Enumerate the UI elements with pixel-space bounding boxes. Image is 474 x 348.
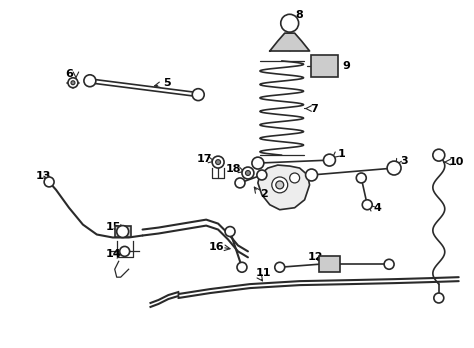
Polygon shape	[258, 165, 310, 210]
Circle shape	[306, 169, 318, 181]
Circle shape	[290, 173, 300, 183]
Bar	[115, 226, 131, 237]
Circle shape	[237, 262, 247, 272]
Text: 10: 10	[449, 157, 464, 167]
Text: 12: 12	[308, 252, 323, 262]
Text: 18: 18	[226, 164, 242, 174]
Circle shape	[242, 167, 254, 179]
Circle shape	[257, 170, 267, 180]
Polygon shape	[270, 33, 310, 51]
Text: 1: 1	[337, 149, 345, 159]
Text: 5: 5	[164, 78, 171, 88]
Text: 6: 6	[65, 69, 73, 79]
Circle shape	[71, 81, 75, 85]
Circle shape	[216, 160, 220, 165]
Bar	[319, 256, 340, 272]
Circle shape	[44, 177, 54, 187]
Text: 17: 17	[196, 154, 212, 164]
Circle shape	[434, 293, 444, 303]
Text: 14: 14	[106, 250, 121, 259]
Text: 16: 16	[209, 243, 225, 252]
Text: 3: 3	[400, 156, 408, 166]
Text: 4: 4	[373, 203, 381, 213]
Circle shape	[84, 75, 96, 87]
Circle shape	[276, 181, 284, 189]
Circle shape	[117, 226, 128, 237]
Text: 8: 8	[296, 10, 303, 20]
Circle shape	[68, 78, 78, 88]
Circle shape	[323, 154, 336, 166]
Circle shape	[235, 178, 245, 188]
Circle shape	[362, 200, 372, 210]
Text: 7: 7	[310, 103, 319, 113]
Circle shape	[356, 173, 366, 183]
Text: 2: 2	[260, 189, 268, 199]
Circle shape	[120, 246, 129, 256]
Circle shape	[225, 227, 235, 237]
Circle shape	[192, 89, 204, 101]
Circle shape	[275, 262, 285, 272]
Circle shape	[384, 259, 394, 269]
Circle shape	[433, 149, 445, 161]
Text: 9: 9	[342, 61, 350, 71]
Circle shape	[212, 156, 224, 168]
Text: 11: 11	[256, 268, 272, 278]
Circle shape	[272, 177, 288, 193]
Text: 13: 13	[35, 171, 51, 181]
Bar	[310, 55, 338, 77]
Circle shape	[246, 171, 250, 175]
Circle shape	[281, 14, 299, 32]
Circle shape	[387, 161, 401, 175]
Circle shape	[252, 157, 264, 169]
Text: 15: 15	[106, 222, 121, 231]
